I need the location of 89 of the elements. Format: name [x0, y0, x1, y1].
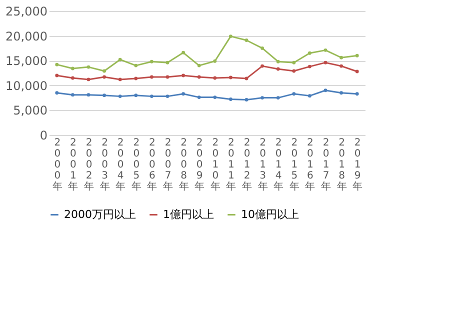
point — [70, 93, 74, 97]
point — [150, 94, 154, 98]
x-tick-label: 2007年 — [163, 138, 173, 192]
point — [118, 94, 122, 98]
y-tick-label: 0 — [40, 128, 48, 142]
y-tick-label: 15,000 — [6, 54, 48, 68]
point — [324, 60, 328, 64]
point — [118, 78, 122, 82]
point — [260, 96, 264, 100]
x-tick-label: 2012年 — [242, 138, 252, 192]
point — [244, 98, 248, 102]
point — [102, 69, 106, 73]
x-tick-label: 2013年 — [258, 138, 268, 192]
point — [197, 75, 201, 79]
point — [55, 74, 59, 78]
point — [86, 65, 90, 69]
point — [340, 56, 344, 60]
point — [70, 66, 74, 70]
point — [134, 76, 138, 80]
point — [324, 48, 328, 52]
point — [308, 94, 312, 98]
x-tick-label: 2016年 — [305, 138, 316, 192]
point — [260, 64, 264, 68]
x-tick-label: 2002年 — [84, 138, 94, 192]
point — [182, 92, 186, 96]
y-tick-label: 5,000 — [13, 104, 48, 118]
x-tick-label: 2009年 — [194, 138, 205, 192]
point — [150, 75, 154, 79]
point — [70, 76, 74, 80]
point — [55, 62, 59, 66]
point — [228, 98, 232, 102]
x-tick-label: 2018年 — [336, 138, 347, 192]
point — [228, 34, 232, 38]
point — [213, 96, 217, 100]
point — [86, 93, 90, 97]
x-tick-label: 2015年 — [289, 138, 300, 192]
point — [182, 74, 186, 78]
point — [86, 78, 90, 82]
point — [244, 38, 248, 42]
point — [355, 92, 359, 96]
point — [197, 64, 201, 68]
point — [134, 64, 138, 68]
point — [182, 50, 186, 54]
x-tick-label: 2000年 — [52, 138, 62, 192]
point — [166, 60, 170, 64]
point — [260, 46, 264, 50]
point — [308, 64, 312, 68]
point — [150, 60, 154, 64]
x-tick-label: 2019年 — [352, 138, 363, 192]
x-tick-label: 2010年 — [210, 138, 220, 192]
point — [276, 96, 280, 100]
point — [134, 94, 138, 98]
point — [166, 94, 170, 98]
point — [292, 69, 296, 73]
point — [308, 51, 312, 55]
x-tick-label: 2003年 — [100, 138, 110, 192]
legend-label: 1億円以上 — [163, 208, 214, 221]
point — [292, 92, 296, 96]
point — [244, 76, 248, 80]
point — [213, 59, 217, 63]
point — [118, 58, 122, 62]
y-tick-label: 25,000 — [6, 4, 48, 18]
point — [166, 75, 170, 79]
point — [213, 76, 217, 80]
x-tick-label: 2005年 — [131, 138, 142, 192]
x-tick-label: 2008年 — [178, 138, 189, 192]
point — [228, 76, 232, 80]
point — [276, 60, 280, 64]
point — [340, 91, 344, 95]
x-tick-label: 2004年 — [116, 138, 126, 192]
point — [55, 91, 59, 95]
point — [102, 75, 106, 79]
point — [324, 88, 328, 92]
point — [355, 70, 359, 74]
x-tick-label: 2006年 — [147, 138, 158, 192]
y-tick-label: 10,000 — [6, 78, 48, 93]
point — [197, 96, 201, 100]
x-tick-label: 2014年 — [274, 138, 284, 192]
point — [102, 94, 106, 98]
point — [292, 60, 296, 64]
x-tick-label: 2001年 — [68, 138, 78, 192]
point — [355, 54, 359, 58]
legend-label: 10億円以上 — [241, 208, 299, 221]
x-tick-label: 2011年 — [226, 138, 236, 192]
y-tick-label: 20,000 — [6, 29, 48, 44]
x-tick-label: 2017年 — [321, 138, 331, 192]
point — [340, 64, 344, 68]
legend-label: 2000万円以上 — [64, 208, 136, 221]
point — [276, 67, 280, 71]
